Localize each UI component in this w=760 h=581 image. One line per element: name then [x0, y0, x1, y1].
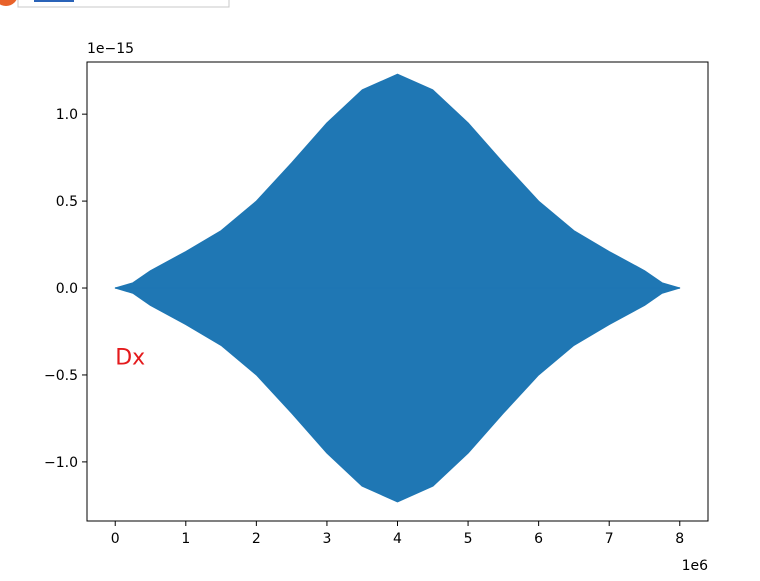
x-tick-label: 5: [464, 531, 473, 547]
area-layer: [114, 73, 681, 503]
annotations: Dx: [115, 346, 145, 371]
annotation-label: Dx: [115, 346, 145, 371]
y-tick-label: −0.5: [44, 368, 78, 384]
x-tick-label: 8: [675, 531, 684, 547]
x-axis: 0 1 2 3 4 5 6 7 8: [111, 521, 684, 547]
x-tick-label: 3: [322, 531, 331, 547]
x-tick-label: 0: [111, 531, 120, 547]
x-tick-label: 6: [534, 531, 543, 547]
y-tick-label: 1.0: [56, 107, 78, 123]
x-tick-label: 2: [252, 531, 261, 547]
x-tick-label: 1: [181, 531, 190, 547]
toolbar-field[interactable]: [17, 0, 230, 8]
x-offset-label: 1e6: [682, 558, 709, 574]
x-tick-label: 4: [393, 531, 402, 547]
top-toolbar-fragment: [0, 0, 230, 8]
toolbar-field-text-fragment: [34, 0, 74, 2]
y-offset-label: 1e−15: [87, 41, 134, 57]
y-tick-label: −1.0: [44, 455, 78, 471]
y-tick-label: 0.0: [56, 281, 78, 297]
x-tick-label: 7: [605, 531, 614, 547]
app-logo-icon: [0, 0, 17, 6]
y-tick-label: 0.5: [56, 194, 78, 210]
y-axis: −1.0 −0.5 0.0 0.5 1.0: [44, 107, 87, 471]
